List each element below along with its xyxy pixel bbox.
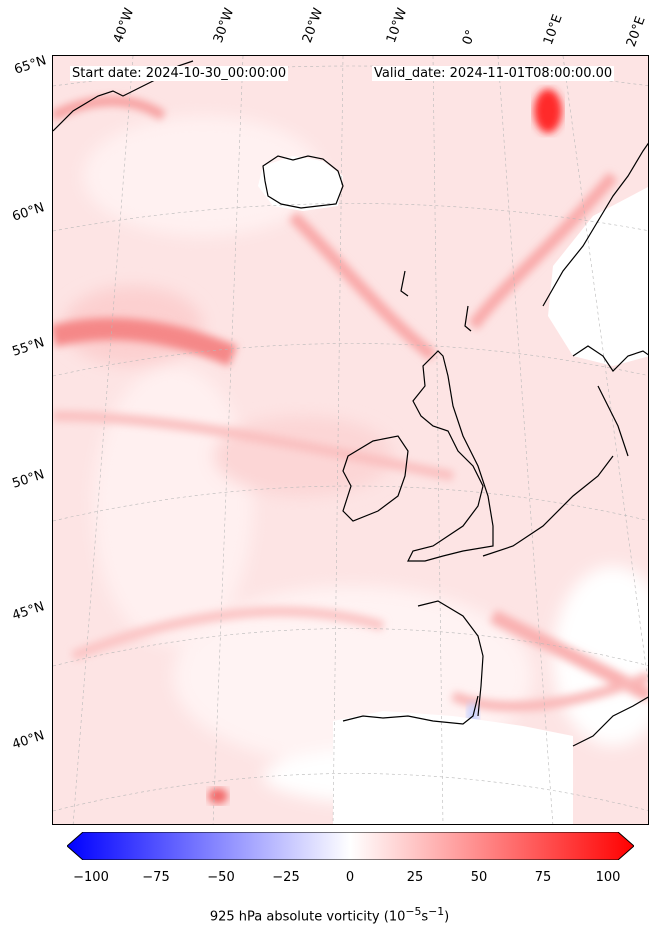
faroe-coast bbox=[400, 270, 409, 297]
denmark-coast bbox=[597, 385, 629, 457]
map-panel bbox=[52, 55, 649, 825]
britain-coast bbox=[407, 350, 494, 562]
lon-label-30w: 30°W bbox=[210, 6, 238, 45]
iberia-fill bbox=[333, 711, 573, 824]
lon-label-10e: 10°E bbox=[540, 12, 566, 48]
norway-coast bbox=[542, 142, 648, 307]
gulf-of-lion-coast bbox=[572, 696, 648, 747]
vorticity-max-norway bbox=[534, 89, 562, 133]
vorticity-bands bbox=[53, 96, 648, 712]
lat-label-65n: 65°N bbox=[12, 53, 49, 78]
lon-label-40w: 40°W bbox=[110, 6, 138, 45]
colorbar-tick: 50 bbox=[470, 870, 488, 885]
lat-label-55n: 55°N bbox=[10, 335, 47, 360]
vorticity-map bbox=[53, 56, 648, 824]
lon-label-10w: 10°W bbox=[383, 6, 411, 45]
colorbar-tick: 75 bbox=[534, 870, 552, 885]
start-date-label: Start date: 2024-10-30_00:00:00 bbox=[70, 66, 289, 81]
ireland-coast bbox=[342, 435, 409, 522]
valid-date-label: Valid_date: 2024-11-01T08:00:00.00 bbox=[372, 66, 615, 81]
north-sea-continent bbox=[482, 455, 614, 557]
colorbar-gradient bbox=[67, 832, 634, 860]
lat-label-45n: 45°N bbox=[10, 599, 47, 624]
colorbar-tick: −50 bbox=[207, 870, 235, 885]
colorbar-tick: −75 bbox=[142, 870, 170, 885]
coastlines bbox=[53, 60, 648, 747]
colorbar bbox=[67, 832, 634, 860]
iceland-fill bbox=[258, 156, 343, 211]
france-west-coast bbox=[417, 600, 484, 717]
colorbar-title-end: ) bbox=[444, 909, 450, 925]
lat-label-60n: 60°N bbox=[10, 200, 47, 225]
graticule bbox=[53, 56, 648, 824]
colorbar-title: 925 hPa absolute vorticity (10−5s−1) bbox=[0, 905, 659, 924]
lat-label-50n: 50°N bbox=[10, 467, 47, 492]
lon-label-20e: 20°E bbox=[623, 14, 649, 50]
lat-label-40n: 40°N bbox=[10, 728, 47, 753]
colorbar-tick: −25 bbox=[272, 870, 300, 885]
colorbar-tick: 0 bbox=[345, 870, 355, 885]
colorbar-tick: 100 bbox=[595, 870, 621, 885]
vorticity-max-south bbox=[208, 788, 228, 804]
colorbar-tick: 25 bbox=[406, 870, 424, 885]
scandinavia-fill bbox=[548, 187, 648, 366]
colorbar-title-text: 925 hPa absolute vorticity (10 bbox=[209, 909, 406, 925]
lon-label-0: 0° bbox=[459, 27, 480, 47]
iberia-north-coast bbox=[342, 695, 479, 725]
colorbar-tick: −100 bbox=[73, 870, 109, 885]
iceland-coast bbox=[262, 155, 344, 209]
lon-label-20w: 20°W bbox=[299, 6, 327, 45]
skagerrak-coast bbox=[572, 345, 648, 372]
shetland-coast bbox=[464, 305, 472, 332]
colorbar-title-exp1: −5 bbox=[405, 905, 422, 918]
colorbar-title-exp2: −1 bbox=[428, 905, 445, 918]
colorbar-title-mid: s bbox=[421, 909, 429, 925]
